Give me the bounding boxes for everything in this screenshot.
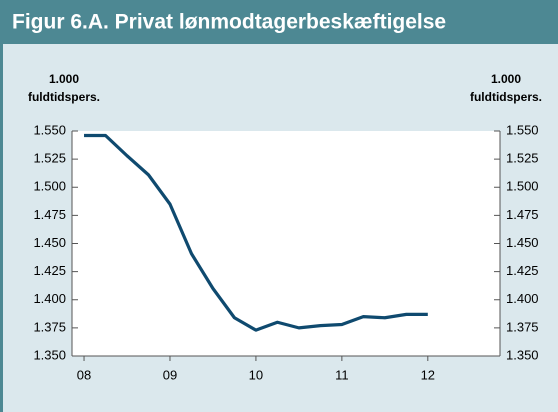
y2-tick-label: 1.475 — [506, 207, 539, 222]
header-bar — [0, 0, 558, 44]
y-tick-label: 1.550 — [33, 122, 66, 137]
y2-axis-label: fuldtidspers. — [470, 90, 542, 104]
y2-tick-label: 1.525 — [506, 151, 539, 166]
data-line — [84, 133, 428, 332]
chart-title: Figur 6.A. Privat lønmodtagerbeskæftigel… — [12, 11, 446, 34]
y2-tick-label: 1.550 — [506, 122, 539, 137]
x-tick-label: 09 — [163, 367, 177, 382]
y-tick-label: 1.375 — [33, 319, 66, 334]
x-tick-label: 11 — [335, 367, 349, 382]
left-border — [0, 0, 3, 412]
y2-tick-label: 1.350 — [506, 347, 539, 362]
y2-tick-label: 1.400 — [506, 291, 539, 306]
y-tick-label: 1.400 — [33, 291, 66, 306]
y2-tick-label: 1.425 — [506, 263, 539, 278]
y-axis-label: fuldtidspers. — [28, 90, 100, 104]
x-tick-label: 08 — [77, 367, 91, 382]
x-tick-label: 12 — [421, 367, 435, 382]
y-tick-label: 1.425 — [33, 263, 66, 278]
y2-tick-label: 1.450 — [506, 235, 539, 250]
y2-axis-label: 1.000 — [491, 72, 521, 86]
x-tick-label: 10 — [249, 367, 263, 382]
y2-tick-label: 1.375 — [506, 319, 539, 334]
y-axis-label: 1.000 — [49, 72, 79, 86]
y-tick-label: 1.525 — [33, 151, 66, 166]
y-tick-label: 1.475 — [33, 207, 66, 222]
y-tick-label: 1.500 — [33, 179, 66, 194]
y-tick-label: 1.450 — [33, 235, 66, 250]
y-tick-label: 1.350 — [33, 347, 66, 362]
y2-tick-label: 1.500 — [506, 179, 539, 194]
